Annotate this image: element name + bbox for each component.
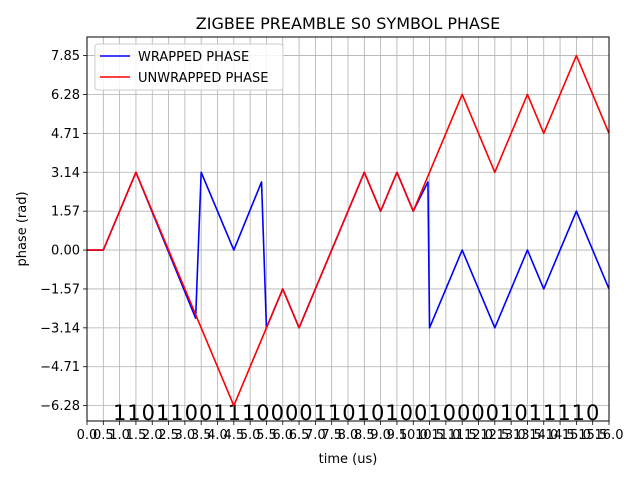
bit-label: 1 (127, 401, 140, 425)
x-tick-label: 15.0 (562, 428, 591, 443)
x-tick-label: 2.0 (142, 428, 163, 443)
x-tick-label: 0.5 (93, 428, 114, 443)
bit-label: 1 (529, 401, 542, 425)
bit-label: 0 (486, 401, 499, 425)
y-tick-label: 6.28 (51, 88, 80, 103)
x-tick-label: 1.5 (126, 428, 147, 443)
x-tick-label: 12.0 (464, 428, 493, 443)
x-tick-label: 6.5 (289, 428, 310, 443)
y-tick-label: −3.14 (40, 321, 80, 336)
bit-label: 1 (314, 401, 327, 425)
y-tick-label: −1.57 (40, 282, 80, 297)
bit-label: 0 (342, 401, 355, 425)
x-tick-label: 7.5 (321, 428, 342, 443)
bit-label: 0 (414, 401, 427, 425)
bit-label: 1 (357, 401, 370, 425)
bit-label: 0 (471, 401, 484, 425)
x-tick-label: 8.5 (354, 428, 375, 443)
legend: WRAPPED PHASE UNWRAPPED PHASE (94, 43, 284, 91)
x-tick-label: 14.5 (546, 428, 575, 443)
bit-label: 1 (242, 401, 255, 425)
x-axis-ticks: 0.00.51.01.52.02.53.03.54.04.55.05.56.06… (77, 421, 624, 443)
x-tick-label: 16.0 (595, 428, 624, 443)
y-tick-label: −6.28 (40, 399, 80, 414)
bit-label: 0 (443, 401, 456, 425)
bit-label: 0 (400, 401, 413, 425)
y-tick-label: 1.57 (51, 205, 80, 220)
bit-label: 1 (170, 401, 183, 425)
bit-label: 1 (213, 401, 226, 425)
x-tick-label: 11.5 (448, 428, 477, 443)
bit-label: 0 (514, 401, 527, 425)
bit-label: 0 (371, 401, 384, 425)
y-tick-label: 0.00 (51, 244, 80, 259)
series-line-1 (87, 54, 610, 407)
bit-label: 0 (457, 401, 470, 425)
x-tick-label: 4.0 (207, 428, 228, 443)
x-tick-label: 15.5 (578, 428, 607, 443)
y-tick-label: 7.85 (51, 49, 80, 64)
y-tick-label: 3.14 (51, 166, 80, 181)
bit-label: 0 (256, 401, 269, 425)
bit-label: 1 (572, 401, 585, 425)
x-tick-label: 7.0 (305, 428, 326, 443)
y-tick-label: 4.71 (51, 127, 80, 142)
y-axis-label: phase (rad) (15, 191, 30, 266)
x-axis-label: time (us) (319, 452, 378, 467)
bit-label: 1 (156, 401, 169, 425)
bit-label: 1 (113, 401, 126, 425)
chart-title: ZIGBEE PREAMBLE S0 SYMBOL PHASE (196, 14, 500, 33)
x-tick-label: 11.0 (431, 428, 460, 443)
legend-box (94, 43, 284, 91)
x-tick-label: 0.0 (77, 428, 98, 443)
x-tick-label: 9.5 (387, 428, 408, 443)
bit-label: 0 (271, 401, 284, 425)
x-tick-label: 1.0 (109, 428, 130, 443)
x-tick-label: 12.5 (480, 428, 509, 443)
grid-lines (86, 37, 610, 421)
bit-label: 1 (428, 401, 441, 425)
x-tick-label: 4.5 (223, 428, 244, 443)
bit-label: 0 (142, 401, 155, 425)
bit-label: 0 (185, 401, 198, 425)
bit-label: 1 (328, 401, 341, 425)
x-tick-label: 8.0 (338, 428, 359, 443)
bit-label: 0 (586, 401, 599, 425)
x-tick-label: 5.0 (240, 428, 261, 443)
x-tick-label: 13.0 (497, 428, 526, 443)
y-tick-label: −4.71 (40, 360, 80, 375)
legend-label-wrapped: WRAPPED PHASE (138, 50, 249, 65)
legend-label-unwrapped: UNWRAPPED PHASE (138, 71, 269, 86)
x-tick-label: 10.5 (415, 428, 444, 443)
x-tick-label: 14.0 (529, 428, 558, 443)
x-tick-label: 9.0 (370, 428, 391, 443)
series-layer (87, 54, 610, 407)
bit-label: 1 (385, 401, 398, 425)
x-tick-label: 6.0 (272, 428, 293, 443)
bit-label: 1 (500, 401, 513, 425)
x-tick-label: 3.0 (175, 428, 196, 443)
y-axis-ticks: −6.28 −4.71 −3.14 −1.57 0.00 1.57 3.14 4.71 6.28… (40, 49, 87, 414)
x-tick-label: 3.5 (191, 428, 212, 443)
bit-label: 0 (199, 401, 212, 425)
x-tick-label: 5.5 (256, 428, 277, 443)
bit-label: 1 (228, 401, 241, 425)
x-tick-label: 10.0 (399, 428, 428, 443)
bit-label: 1 (557, 401, 570, 425)
bit-label: 0 (299, 401, 312, 425)
bit-label: 1 (543, 401, 556, 425)
bit-label: 0 (285, 401, 298, 425)
x-tick-label: 2.5 (158, 428, 179, 443)
x-tick-label: 13.5 (513, 428, 542, 443)
